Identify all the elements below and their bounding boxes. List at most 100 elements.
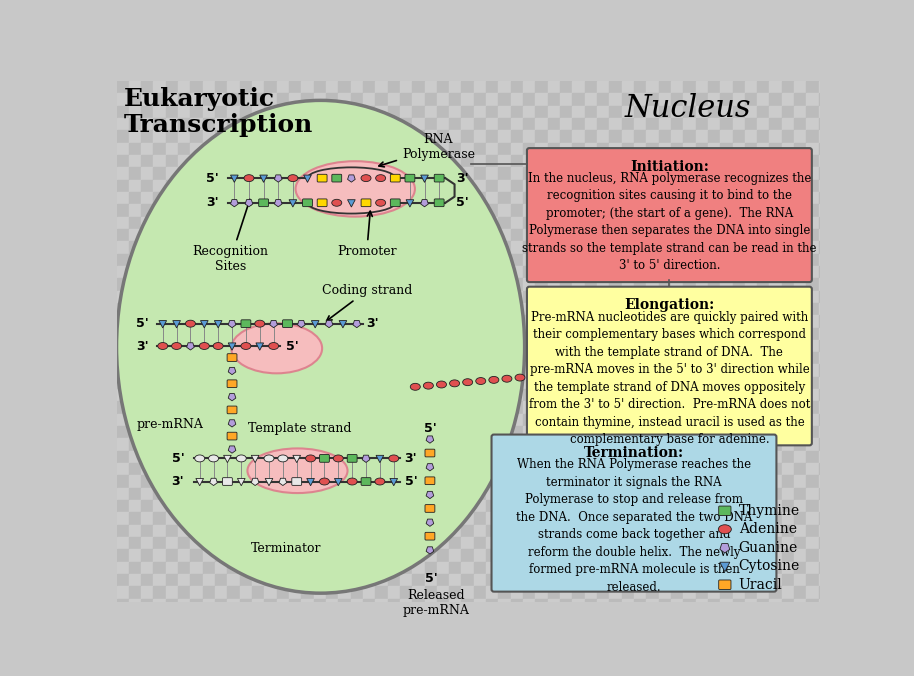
Bar [400,254,412,266]
Bar [215,439,228,451]
Bar [536,143,547,155]
Bar [449,512,462,525]
Bar [622,500,634,512]
Bar [437,229,449,241]
Bar [732,537,745,550]
Bar [363,81,376,93]
Bar [314,586,326,598]
Bar [708,81,720,93]
Bar [498,426,511,439]
Bar [277,180,289,192]
Bar [154,352,165,364]
Bar [239,352,252,364]
Bar [757,327,770,340]
Bar [178,81,190,93]
Bar [498,439,511,451]
Bar [622,241,634,254]
Bar [634,216,646,229]
Bar [732,204,745,216]
Bar [745,402,757,414]
Bar [314,550,326,562]
Bar [462,475,473,487]
Bar [720,402,732,414]
Bar [117,130,129,143]
Bar [473,525,486,537]
Bar [376,463,388,475]
Bar [610,118,622,130]
Bar [659,463,671,475]
Polygon shape [292,456,301,462]
Bar [462,315,473,327]
Bar [215,266,228,279]
Bar [720,550,732,562]
Bar [117,439,129,451]
Bar [720,241,732,254]
Bar [351,229,363,241]
Bar [154,426,165,439]
Bar [326,487,338,500]
Bar [806,586,819,598]
Bar [326,118,338,130]
Bar [794,168,806,180]
Polygon shape [230,175,239,183]
Bar [770,118,781,130]
Bar [757,439,770,451]
Text: 5': 5' [172,452,185,465]
Bar [215,512,228,525]
Bar [351,402,363,414]
Bar [634,487,646,500]
Bar [277,143,289,155]
Bar [547,487,560,500]
Bar [708,414,720,426]
Bar [338,389,351,402]
Bar [560,439,572,451]
Bar [141,241,154,254]
Bar [117,327,129,340]
Bar [326,105,338,118]
Bar [622,229,634,241]
Bar [745,130,757,143]
Bar [560,389,572,402]
Bar [376,439,388,451]
Bar [646,414,659,426]
Bar [338,550,351,562]
Bar [154,118,165,130]
Bar [203,216,215,229]
Bar [473,303,486,315]
Bar [523,315,536,327]
Bar [351,463,363,475]
Bar [781,364,794,377]
Bar [338,586,351,598]
Bar [228,451,239,463]
Bar [424,266,437,279]
Bar [696,204,708,216]
Bar [117,598,129,611]
Bar [770,266,781,279]
Bar [634,389,646,402]
Bar [770,463,781,475]
Bar [424,463,437,475]
Bar [560,105,572,118]
Bar [684,439,696,451]
Bar [437,500,449,512]
Bar [547,414,560,426]
Bar [412,143,424,155]
Bar [745,512,757,525]
Bar [437,439,449,451]
Bar [215,562,228,574]
Bar [178,414,190,426]
Bar [239,439,252,451]
Bar [376,254,388,266]
Bar [190,574,203,586]
Bar [572,216,585,229]
Bar [252,229,264,241]
Bar [314,216,326,229]
Bar [388,340,400,352]
Bar [314,562,326,574]
Bar [239,525,252,537]
Bar [351,192,363,204]
Bar [252,525,264,537]
Bar [572,451,585,463]
Bar [203,130,215,143]
Bar [277,340,289,352]
